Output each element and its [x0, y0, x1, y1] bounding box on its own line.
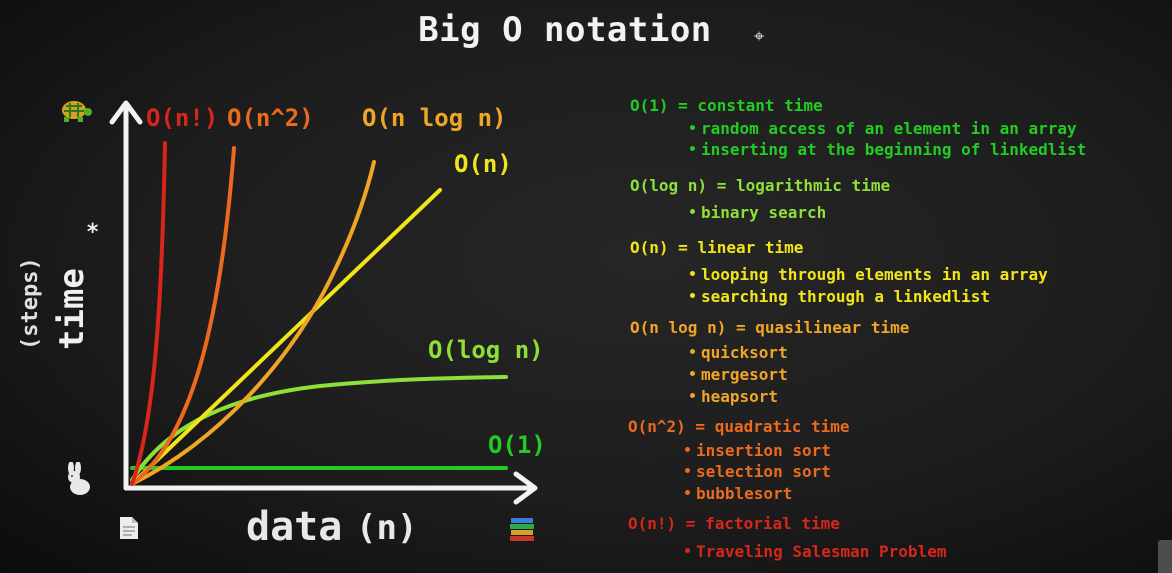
label-ologn: O(log n) [428, 336, 544, 364]
legend-item: Traveling Salesman Problem [685, 542, 946, 561]
book-stack-icon [508, 515, 536, 550]
label-on: O(n) [454, 150, 512, 178]
legend-heading-onlogn: O(n log n) = quasilinear time [630, 318, 910, 337]
curve-onlogn [130, 160, 376, 486]
x-axis-arrow [513, 471, 538, 505]
x-axis-unit: (n) [356, 508, 418, 548]
legend-item: selection sort [685, 462, 831, 481]
y-asterisk: * [86, 220, 100, 245]
turtle-icon [58, 98, 92, 131]
rabbit-icon [62, 461, 92, 503]
legend-heading-on: O(n) = linear time [630, 238, 804, 257]
cursor-icon: ⌖ [754, 26, 765, 47]
label-onlogn: O(n log n) [362, 104, 507, 132]
label-on2: O(n^2) [227, 104, 314, 132]
legend-item: inserting at the beginning of linkedlist [690, 140, 1086, 159]
legend-heading-o1: O(1) = constant time [630, 96, 823, 115]
y-axis-label: time [52, 268, 92, 350]
legend-heading-ologn: O(log n) = logarithmic time [630, 176, 891, 195]
document-icon [118, 515, 140, 548]
label-onfact: O(n!) [146, 104, 219, 132]
curve-on2 [130, 146, 236, 486]
legend-item: searching through a linkedlist [690, 287, 990, 306]
y-axis-unit: (steps) [18, 257, 43, 350]
curve-on [130, 188, 442, 486]
label-o1: O(1) [488, 431, 546, 459]
legend-item: mergesort [690, 365, 788, 384]
legend-item: binary search [690, 203, 826, 222]
legend-heading-onfact: O(n!) = factorial time [628, 514, 840, 533]
legend-item: bubblesort [685, 484, 792, 503]
x-axis-label: data [246, 504, 343, 550]
legend-heading-on2: O(n^2) = quadratic time [628, 417, 850, 436]
legend-item: heapsort [690, 387, 778, 406]
legend-item: looping through elements in an array [690, 265, 1048, 284]
legend-item: random access of an element in an array [690, 119, 1077, 138]
curve-onfact [130, 141, 167, 486]
legend-item: insertion sort [685, 441, 831, 460]
edge-overlay [1158, 540, 1172, 573]
y-axis-arrow [109, 100, 143, 125]
legend-item: quicksort [690, 343, 788, 362]
page-title: Big O notation [418, 10, 712, 50]
